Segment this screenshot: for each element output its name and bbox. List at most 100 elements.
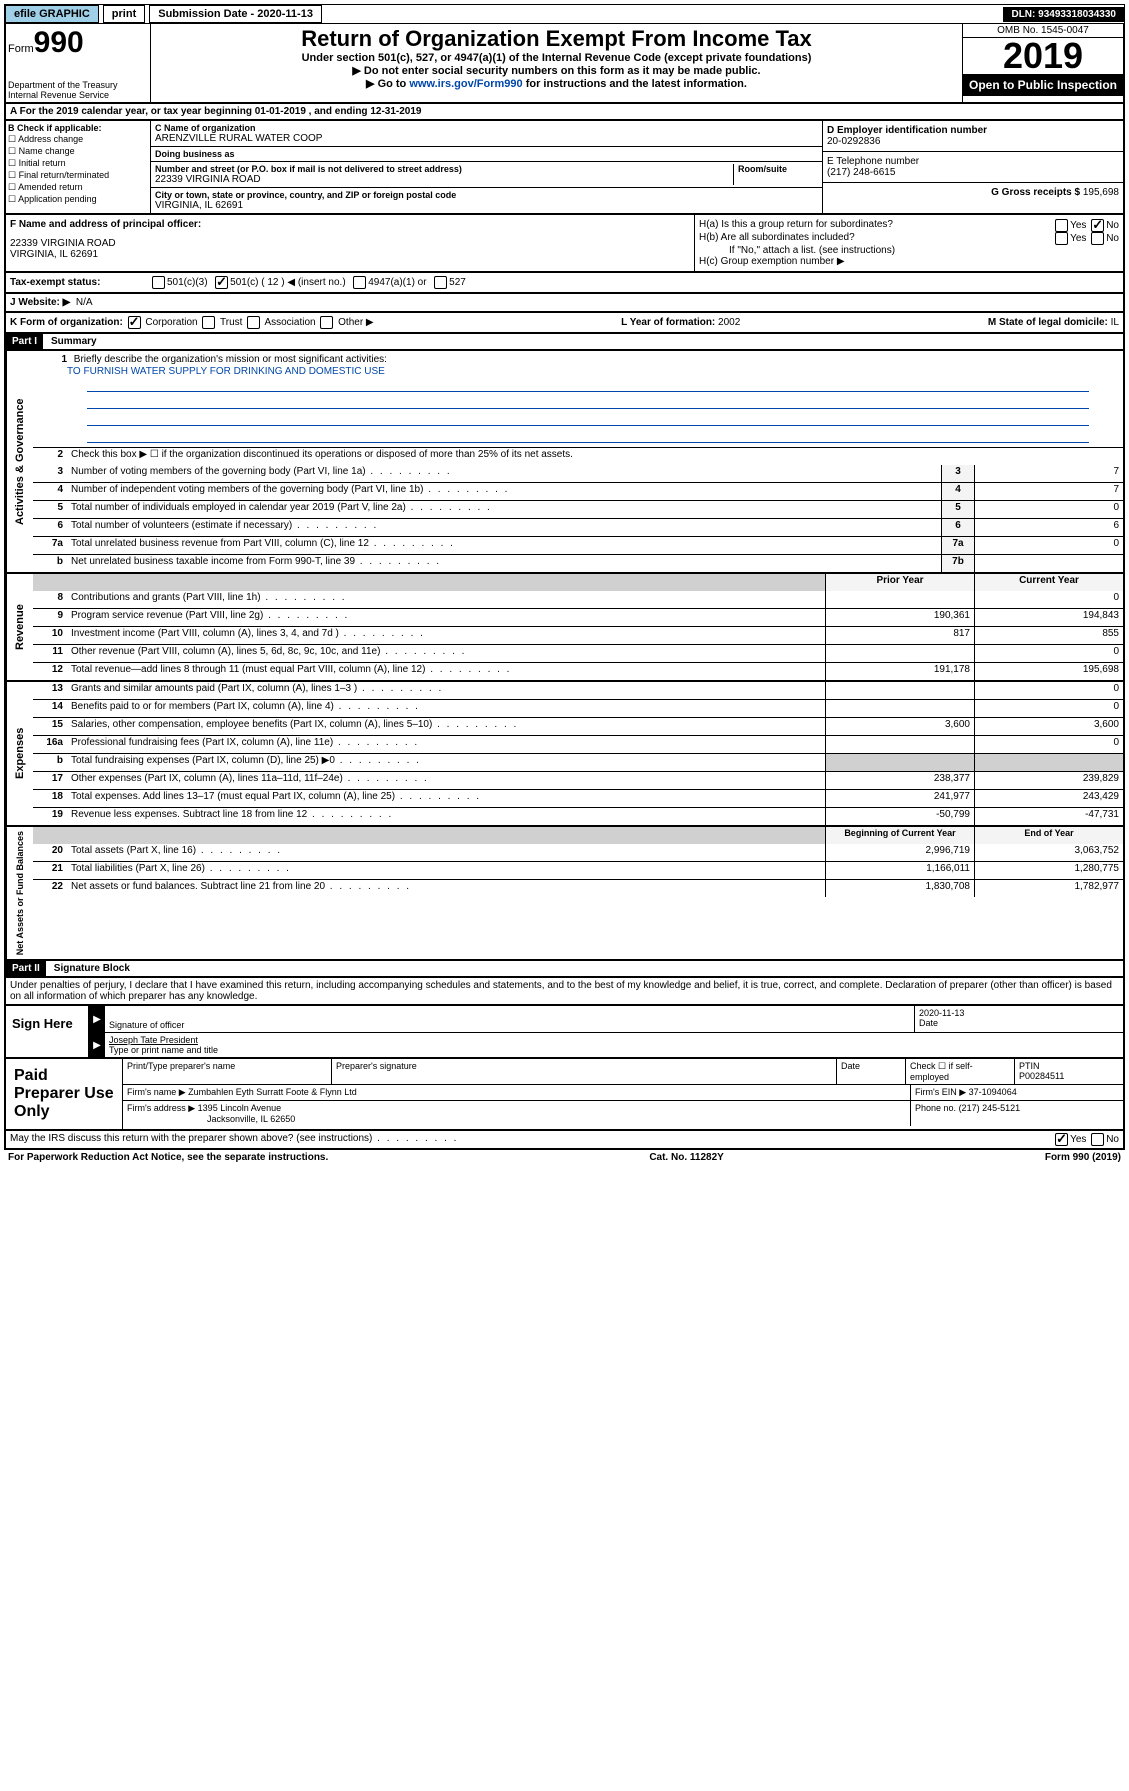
paid-preparer-section: Paid Preparer Use Only Print/Type prepar… — [4, 1059, 1125, 1131]
line-3-desc: Number of voting members of the governin… — [67, 465, 941, 482]
open-public-label: Open to Public Inspection — [963, 74, 1123, 96]
revenue-section: Revenue Prior Year Current Year 8Contrib… — [4, 574, 1125, 682]
hb-no[interactable] — [1091, 232, 1104, 245]
chk-amended[interactable]: ☐ Amended return — [8, 182, 148, 193]
city-value: VIRGINIA, IL 62691 — [155, 200, 818, 211]
footer-left: For Paperwork Reduction Act Notice, see … — [8, 1152, 328, 1163]
tax-year: 2019 — [963, 38, 1123, 74]
sig-date-label: Date — [919, 1018, 1119, 1028]
chk-initial-return[interactable]: ☐ Initial return — [8, 158, 148, 169]
phone-value: (217) 248-6615 — [827, 167, 1119, 178]
chk-application-pending[interactable]: ☐ Application pending — [8, 194, 148, 205]
discuss-no[interactable] — [1091, 1133, 1104, 1146]
irs-link[interactable]: www.irs.gov/Form990 — [409, 78, 522, 90]
current-year-header: Current Year — [974, 574, 1123, 591]
chk-501c3[interactable] — [152, 276, 165, 289]
hb-yes[interactable] — [1055, 232, 1068, 245]
ptin-label: PTIN — [1019, 1061, 1119, 1071]
line-17-prior: 238,377 — [825, 772, 974, 789]
chk-527[interactable] — [434, 276, 447, 289]
line-7a-box: 7a — [941, 537, 974, 554]
section-bcdefg: B Check if applicable: ☐ Address change … — [4, 121, 1125, 215]
line-11-prior — [825, 645, 974, 662]
line-13-current: 0 — [974, 682, 1123, 699]
governance-tab: Activities & Governance — [6, 351, 33, 572]
line-21-prior: 1,166,011 — [825, 862, 974, 879]
line-22-current: 1,782,977 — [974, 880, 1123, 897]
line-21-current: 1,280,775 — [974, 862, 1123, 879]
chk-4947[interactable] — [353, 276, 366, 289]
revenue-tab: Revenue — [6, 574, 33, 680]
row-i-tax-status: Tax-exempt status: 501(c)(3) 501(c) ( 12… — [4, 273, 1125, 294]
line-14-desc: Benefits paid to or for members (Part IX… — [67, 700, 825, 717]
officer-name: Joseph Tate President — [109, 1035, 1119, 1045]
dba-label: Doing business as — [155, 149, 818, 159]
arrow-icon — [89, 1033, 105, 1057]
form-title: Return of Organization Exempt From Incom… — [157, 26, 956, 52]
line-4-box: 4 — [941, 483, 974, 500]
line-18-prior: 241,977 — [825, 790, 974, 807]
line-11-current: 0 — [974, 645, 1123, 662]
line-13-prior — [825, 682, 974, 699]
chk-corporation[interactable] — [128, 316, 141, 329]
end-year-header: End of Year — [974, 827, 1123, 844]
line-14-prior — [825, 700, 974, 717]
line1-label: Briefly describe the organization's miss… — [74, 354, 387, 365]
row-a-period: A For the 2019 calendar year, or tax yea… — [4, 104, 1125, 121]
ha-yes[interactable] — [1055, 219, 1068, 232]
line-17-current: 239,829 — [974, 772, 1123, 789]
chk-trust[interactable] — [202, 316, 215, 329]
line-18-current: 243,429 — [974, 790, 1123, 807]
expenses-tab: Expenses — [6, 682, 33, 825]
dln-label: DLN: 93493318034330 — [1003, 7, 1124, 22]
officer-label: F Name and address of principal officer: — [10, 219, 690, 230]
part1-header-row: Part I Summary — [4, 334, 1125, 351]
form-header: Form990 Department of the Treasury Inter… — [4, 24, 1125, 104]
line-7a-val: 0 — [974, 537, 1123, 554]
line-14-current: 0 — [974, 700, 1123, 717]
line-20-prior: 2,996,719 — [825, 844, 974, 861]
line-16a-desc: Professional fundraising fees (Part IX, … — [67, 736, 825, 753]
line-8-prior — [825, 591, 974, 608]
ein-label: D Employer identification number — [827, 125, 1119, 136]
footer-right: Form 990 (2019) — [1045, 1152, 1121, 1163]
part2-label: Part II — [6, 961, 46, 976]
chk-501c[interactable] — [215, 276, 228, 289]
arrow-icon — [89, 1006, 105, 1032]
chk-other[interactable] — [320, 316, 333, 329]
efile-button[interactable]: efile GRAPHIC — [5, 5, 99, 23]
footer-mid: Cat. No. 11282Y — [649, 1152, 723, 1163]
firm-addr1: 1395 Lincoln Avenue — [198, 1103, 281, 1113]
line-16a-current: 0 — [974, 736, 1123, 753]
line-19-prior: -50,799 — [825, 808, 974, 825]
city-label: City or town, state or province, country… — [155, 190, 818, 200]
row-k: K Form of organization: Corporation Trus… — [4, 313, 1125, 334]
line-b-box: 7b — [941, 555, 974, 572]
chk-final-return[interactable]: ☐ Final return/terminated — [8, 170, 148, 181]
ptin-value: P00284511 — [1019, 1071, 1119, 1081]
hb-note: If "No," attach a list. (see instruction… — [699, 245, 1119, 256]
netassets-section: Net Assets or Fund Balances Beginning of… — [4, 827, 1125, 961]
line-b-desc: Total fundraising expenses (Part IX, col… — [67, 754, 825, 771]
line1-value: TO FURNISH WATER SUPPLY FOR DRINKING AND… — [37, 366, 385, 377]
discuss-yes[interactable] — [1055, 1133, 1068, 1146]
line-3-val: 7 — [974, 465, 1123, 482]
begin-year-header: Beginning of Current Year — [825, 827, 974, 844]
prep-sig-header: Preparer's signature — [332, 1059, 837, 1084]
line-12-desc: Total revenue—add lines 8 through 11 (mu… — [67, 663, 825, 680]
hb-label: H(b) Are all subordinates included? — [699, 232, 855, 245]
line-10-desc: Investment income (Part VIII, column (A)… — [67, 627, 825, 644]
chk-name-change[interactable]: ☐ Name change — [8, 146, 148, 157]
ha-no[interactable] — [1091, 219, 1104, 232]
officer-addr1: 22339 VIRGINIA ROAD — [10, 238, 690, 249]
line-5-desc: Total number of individuals employed in … — [67, 501, 941, 518]
chk-address-change[interactable]: ☐ Address change — [8, 134, 148, 145]
print-button[interactable]: print — [103, 5, 145, 23]
firm-name: Zumbahlen Eyth Surratt Foote & Flynn Ltd — [188, 1087, 357, 1097]
line-5-box: 5 — [941, 501, 974, 518]
sig-officer-label: Signature of officer — [109, 1020, 910, 1030]
line-b-val — [974, 555, 1123, 572]
line-5-val: 0 — [974, 501, 1123, 518]
chk-association[interactable] — [247, 316, 260, 329]
firm-phone: (217) 245-5121 — [959, 1103, 1021, 1113]
